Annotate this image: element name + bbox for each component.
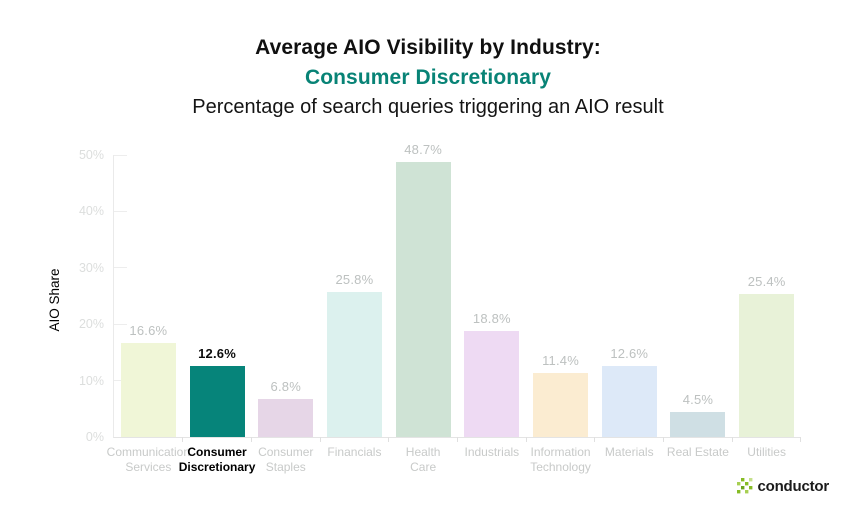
y-tick-label: 10%	[78, 373, 104, 388]
bar-value-label: 12.6%	[610, 345, 649, 361]
y-tick-mark	[114, 267, 127, 269]
bar-industrials	[464, 330, 520, 437]
y-tick-label: 20%	[78, 317, 104, 332]
y-tick-label: 50%	[78, 148, 104, 162]
x-tick-mark	[663, 437, 665, 442]
x-tick-mark	[800, 437, 801, 442]
bar-value-label: 12.6%	[198, 345, 236, 361]
y-tick-mark	[114, 323, 127, 325]
bar-value-label: 6.8%	[270, 378, 301, 394]
x-tick-mark	[525, 437, 527, 442]
conductor-pixel-grid-icon	[737, 478, 753, 494]
x-axis-category-label: Communication Services	[106, 445, 191, 474]
bar-value-label: 25.8%	[335, 271, 374, 287]
chart-subtitle: Percentage of search queries triggering …	[192, 96, 664, 118]
x-axis-category-label: Financials	[327, 445, 382, 459]
x-axis-category-label: Real Estate	[666, 445, 729, 459]
bar-health-care	[395, 162, 451, 437]
bar-materials	[601, 365, 657, 437]
y-tick-mark	[114, 380, 127, 382]
x-tick-mark	[731, 437, 733, 442]
y-axis-label: AIO Share	[47, 268, 62, 332]
bar-value-label: 18.8%	[472, 310, 511, 326]
y-tick-mark	[114, 210, 127, 212]
x-tick-mark	[594, 437, 596, 442]
logo-text: conductor	[757, 478, 829, 495]
bar-value-label: 25.4%	[747, 273, 786, 289]
bar-financials	[326, 291, 382, 437]
x-axis-category-label: Utilities	[747, 445, 786, 459]
y-tick-mark	[114, 154, 127, 156]
x-tick-mark	[388, 437, 390, 442]
x-tick-mark	[319, 437, 321, 442]
chart-title: Average AIO Visibility by Industry:	[255, 36, 601, 59]
bar-value-label: 16.6%	[129, 323, 168, 339]
x-axis-category-label: Industrials	[464, 445, 520, 459]
bar-consumer-discretionary	[189, 365, 245, 437]
bar-consumer-staples	[258, 398, 314, 437]
x-axis-category-label: Information Technology	[530, 445, 591, 474]
x-axis-category-label: Consumer Staples	[258, 445, 314, 474]
x-tick-mark	[182, 437, 184, 442]
conductor-logo: conductor	[737, 478, 829, 495]
x-axis-category-label: Consumer Discretionary	[178, 445, 256, 474]
bar-value-label: 48.7%	[404, 142, 443, 158]
chart-header: Average AIO Visibility by Industry: Cons…	[0, 33, 856, 122]
plot-area: 0% 10% 20% 30% 40% 50% 16.6% Communication Serv…	[79, 142, 801, 474]
x-tick-mark	[457, 437, 458, 442]
y-tick-label: 40%	[78, 204, 104, 219]
bar-value-label: 4.5%	[682, 391, 714, 407]
chart-title-highlight: Consumer Discretionary	[304, 66, 552, 89]
bar-real-estate	[670, 411, 726, 437]
y-tick-label: 0%	[85, 430, 104, 444]
y-tick-label: 30%	[78, 260, 104, 275]
bar-information-technology	[533, 372, 589, 437]
x-tick-mark	[250, 437, 252, 442]
x-axis-category-label: Health Care	[405, 445, 441, 474]
bar-communication-services	[120, 343, 176, 437]
x-axis-category-label: Materials	[604, 445, 654, 459]
bar-utilities	[739, 293, 795, 437]
bar-value-label: 11.4%	[542, 352, 579, 368]
